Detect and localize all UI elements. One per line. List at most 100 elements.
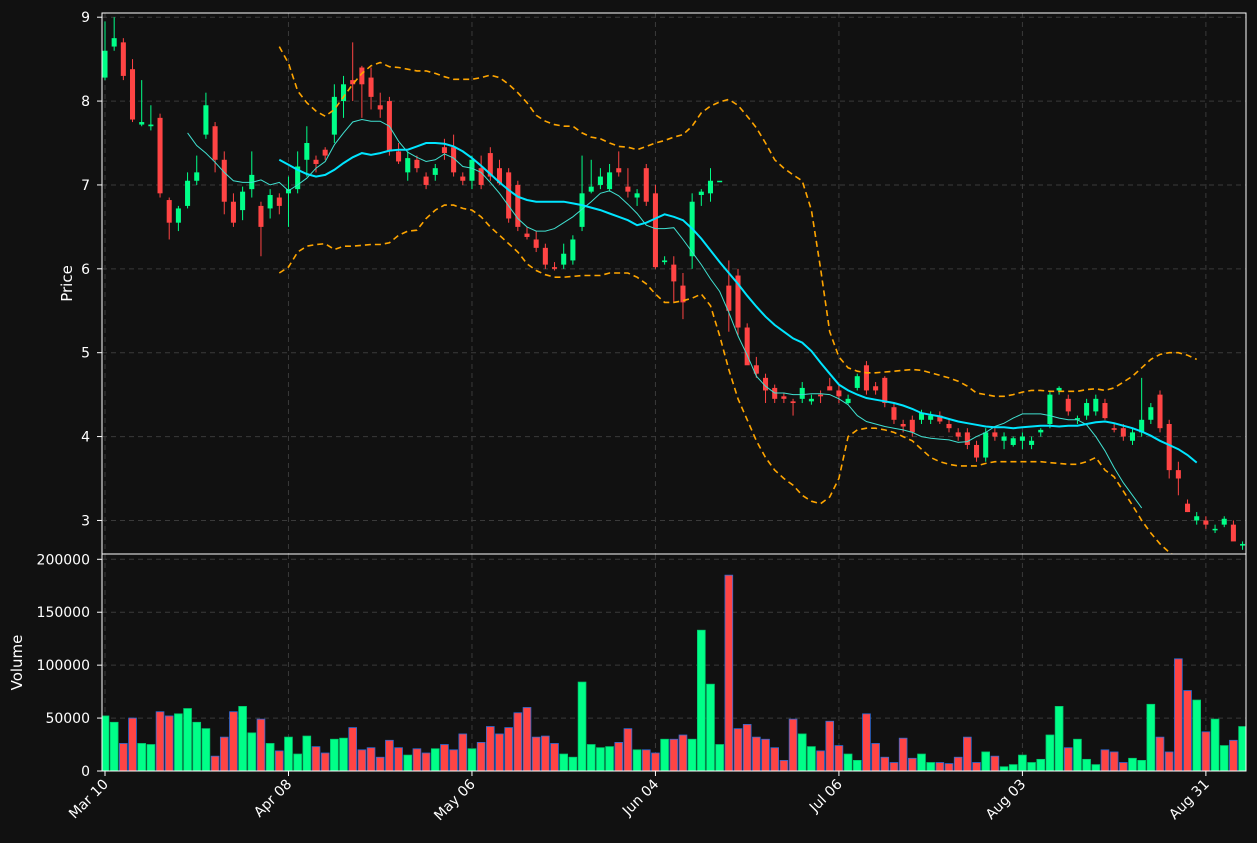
volume-bar [403, 754, 413, 771]
price-tick-label: 3 [81, 513, 90, 529]
volume-bar [357, 749, 367, 771]
volume-bar [641, 749, 651, 771]
candle-body [478, 168, 484, 185]
volume-bar [394, 747, 403, 771]
volume-bar [614, 742, 624, 771]
volume-bar [1063, 747, 1073, 771]
volume-bar [486, 726, 495, 771]
candle-body [139, 122, 145, 125]
candle-body [1185, 503, 1191, 513]
volume-bar [1027, 762, 1036, 771]
volume-tick-label: 150000 [37, 605, 90, 621]
candle-body [322, 149, 328, 156]
volume-bar [339, 737, 348, 771]
volume-bar [834, 745, 844, 771]
candle-body [221, 159, 227, 202]
candle-body [561, 253, 567, 265]
x-tick-label: Jun 04 [619, 776, 662, 819]
candle-body [918, 413, 925, 420]
volume-bar [889, 762, 899, 771]
candle-body [1010, 438, 1016, 445]
volume-bar [797, 733, 807, 771]
volume-bar [724, 574, 734, 771]
candle-body [1212, 528, 1218, 531]
candle-body [120, 42, 126, 76]
volume-bar [504, 727, 513, 771]
volume-tick-label: 100000 [37, 658, 90, 674]
volume-bar [201, 728, 211, 771]
volume-bar [953, 756, 963, 771]
volume-bar [210, 755, 220, 771]
volume-bar [1073, 738, 1082, 771]
volume-bar [449, 749, 458, 771]
price-tick-label: 8 [81, 94, 90, 110]
volume-bar [761, 738, 770, 771]
candle-body [818, 394, 824, 397]
price-tick-label: 7 [81, 178, 90, 194]
candle-body [643, 168, 649, 202]
volume-bar [733, 728, 743, 771]
candle-body [928, 415, 934, 420]
candle-body [854, 376, 860, 388]
volume-bar [1238, 726, 1246, 771]
series-line-long-ma [278, 142, 1198, 464]
candle-body [166, 200, 172, 223]
x-tick-label: Aug 31 [1166, 777, 1212, 823]
candle-body [983, 432, 989, 458]
volume-tick-label: 50000 [45, 711, 90, 727]
candle-body [1230, 524, 1236, 542]
candle-body [845, 398, 851, 404]
candle-body [304, 143, 310, 160]
volume-bar [825, 720, 835, 771]
candle-body [707, 180, 714, 194]
candle-body [1148, 407, 1154, 420]
candle-body [267, 195, 273, 209]
candle-body [524, 233, 530, 237]
candle-body [1175, 470, 1181, 479]
candle-body [726, 285, 732, 311]
candle-body [487, 153, 493, 177]
candle-body [1240, 543, 1246, 546]
volume-bar [256, 718, 266, 771]
candle-body [1139, 419, 1145, 433]
volume-bar [935, 762, 945, 771]
volume-bar [284, 736, 293, 771]
volume-bar [155, 711, 165, 771]
candle-body [423, 176, 429, 185]
volume-bar [715, 744, 724, 771]
volume-bar [421, 752, 431, 771]
volume-bar [467, 748, 477, 771]
volume-bar [843, 753, 853, 771]
price-tick-label: 5 [81, 346, 90, 362]
volume-bar [862, 713, 871, 771]
volume-bar [1054, 706, 1064, 771]
volume-bar [430, 748, 440, 771]
volume-bar [476, 742, 486, 771]
candle-body [891, 407, 897, 420]
volume-bar [770, 747, 780, 771]
candle-body [1102, 403, 1108, 419]
volume-bar [963, 736, 972, 771]
candle-body [469, 159, 475, 181]
volume-bar [852, 760, 862, 771]
candle-body [744, 327, 750, 366]
volume-bar [926, 762, 935, 771]
volume-bar [678, 734, 688, 771]
volume-bar [908, 757, 917, 771]
volume-bar [1045, 734, 1055, 771]
price-tick-label: 9 [81, 10, 90, 26]
volume-bar [972, 762, 981, 771]
volume-bar [550, 743, 559, 771]
candle-body [1038, 429, 1044, 433]
volume-bar [119, 743, 128, 771]
volume-bar [302, 735, 312, 771]
candle-body [341, 84, 347, 102]
candle-body [212, 126, 218, 160]
volume-bar [320, 752, 330, 771]
volume-bar [522, 707, 532, 771]
volume-bar [440, 744, 449, 771]
candle-body [597, 176, 603, 185]
x-tick-label: May 06 [431, 776, 479, 824]
candle-body [295, 166, 301, 190]
